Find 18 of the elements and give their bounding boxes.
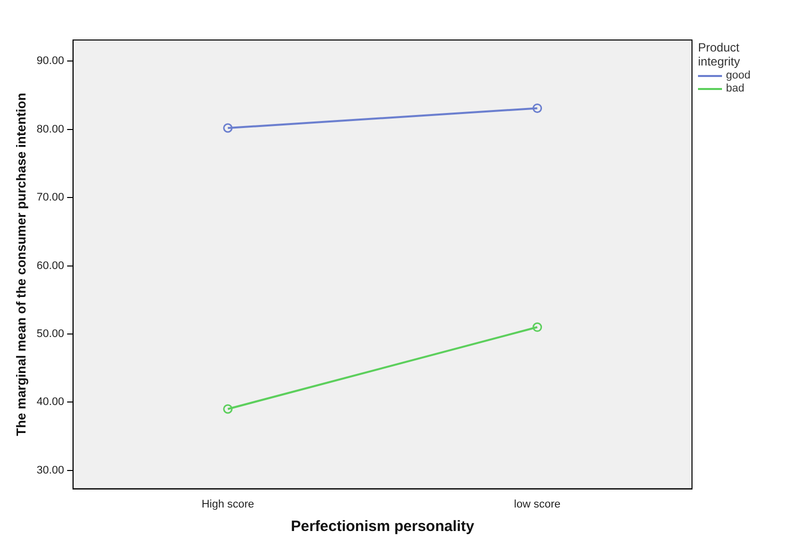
legend-title: Product integrity (698, 40, 740, 68)
y-tick-label: 30.00 (36, 464, 64, 476)
legend-label: good (726, 70, 750, 82)
y-tick-label: 80.00 (36, 123, 64, 136)
y-tick-label: 70.00 (36, 192, 64, 204)
y-tick-label: 60.00 (36, 260, 64, 272)
y-tick-label: 90.00 (36, 55, 64, 68)
legend-label: bad (726, 82, 744, 95)
x-axis-title: Perfectionism personality (290, 518, 475, 536)
y-axis-title: The marginal mean of the consumer purchase intention (13, 92, 28, 436)
x-tick-label: low score (514, 498, 561, 510)
point (532, 322, 542, 332)
y-tick-label: 50.00 (36, 328, 64, 340)
point (223, 404, 233, 414)
y-tick-label: 40.00 (36, 396, 64, 408)
point (223, 123, 233, 133)
point (532, 103, 542, 113)
x-tick-label: High score (202, 498, 254, 510)
